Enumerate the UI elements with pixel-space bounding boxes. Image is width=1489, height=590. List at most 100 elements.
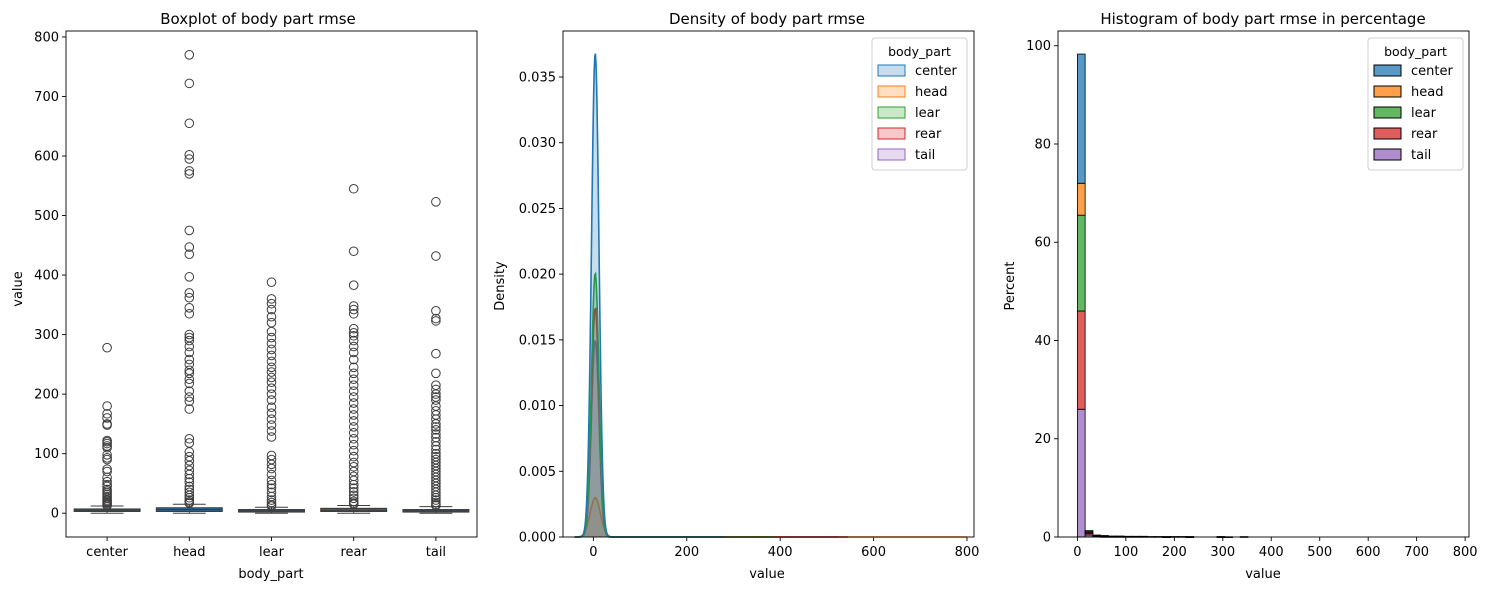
boxplot-flier (266, 408, 277, 418)
density-ytick-label: 0.025 (519, 202, 556, 217)
density-legend-box (871, 37, 968, 171)
density-panel: Density of body part rmse value Density … (493, 10, 979, 582)
boxplot-flier (184, 490, 195, 501)
boxplot-flier (266, 479, 277, 490)
boxplot-flier (431, 419, 441, 429)
density-title: Density of body part rmse (669, 10, 865, 28)
boxplot-flier (348, 368, 359, 379)
boxplot-flier (266, 344, 277, 355)
boxplot-flier (102, 420, 112, 430)
density-fill-head (574, 497, 967, 537)
histogram-legend-swatch-rear (1373, 127, 1402, 140)
histogram-ylabel: Percent (1003, 262, 1018, 311)
boxplot-ytick-label: 400 (34, 269, 59, 284)
histogram-ytick-label: 100 (1026, 39, 1051, 54)
boxplot-flier (184, 50, 195, 60)
boxplot-flier (184, 374, 195, 385)
boxplot-flier (184, 354, 195, 365)
boxplot-xtick-label: center (86, 545, 128, 560)
histogram-xtick-label: 400 (1259, 545, 1284, 560)
histogram-legend-label-lear: lear (1411, 106, 1437, 121)
density-ytick-label: 0.015 (519, 333, 556, 348)
boxplot-flier (348, 301, 359, 311)
boxplot-flier (348, 362, 359, 373)
histogram-bar-center (1084, 530, 1094, 532)
boxplot-flier (266, 487, 277, 498)
histogram-legend-label-tail: tail (1411, 148, 1431, 163)
histogram-legend-label-center: center (1411, 64, 1453, 79)
boxplot-flier (266, 426, 277, 436)
boxplot-flier (266, 326, 277, 337)
boxplot-flier (266, 463, 277, 474)
boxplot-flier (184, 242, 195, 252)
density-ytick-label: 0.005 (519, 465, 556, 480)
boxplot-flier (348, 374, 359, 385)
boxplot-box-center (73, 342, 141, 514)
density-ytick-label: 0.010 (519, 399, 556, 414)
boxplot-ytick-label: 800 (34, 30, 59, 45)
boxplot-flier (102, 454, 112, 465)
boxplot-flier (266, 294, 277, 304)
boxplot-flier (348, 380, 359, 391)
boxplot-flier (348, 308, 359, 319)
boxplot-flier (184, 386, 195, 396)
boxplot-flier (184, 477, 195, 488)
boxplot-frame (65, 30, 478, 538)
boxplot-ytick-label: 100 (34, 447, 59, 462)
boxplot-flier (266, 402, 277, 413)
histogram-panel: Histogram of body part rmse in percentag… (1003, 10, 1478, 582)
boxplot-flier (431, 368, 441, 379)
boxplot-flier (266, 332, 277, 343)
boxplot-flier (266, 317, 277, 328)
density-legend-swatch-center (877, 64, 906, 77)
density-legend-swatch-tail (877, 148, 906, 161)
boxplot-flier (348, 347, 359, 358)
density-ytick-label: 0.020 (519, 268, 556, 283)
histogram-ytick-label: 0 (1043, 531, 1051, 546)
boxplot-flier (348, 428, 359, 438)
boxplot-flier (348, 493, 359, 504)
boxplot-flier (266, 338, 277, 349)
density-legend-label-tail: tail (915, 148, 935, 163)
boxplot-flier (184, 456, 195, 466)
density-legend-title: body_part (888, 44, 951, 59)
boxplot-flier (102, 450, 112, 460)
boxplot-ytick-label: 700 (34, 90, 59, 105)
density-xtick-label: 400 (768, 545, 793, 560)
boxplot-flier (266, 377, 277, 388)
boxplot-xtick-label: head (173, 545, 205, 560)
boxplot-flier (348, 354, 359, 365)
density-ytick-label: 0.035 (519, 71, 556, 86)
boxplot-flier (184, 272, 195, 282)
boxplot-flier (184, 329, 195, 340)
boxplot-flier (184, 335, 195, 346)
boxplot-box-head (155, 50, 223, 514)
boxplot-flier (266, 383, 277, 393)
boxplot-flier (348, 475, 359, 486)
boxplot-flier (348, 183, 359, 194)
boxplot-flier (431, 444, 441, 455)
boxplot-ytick-label: 600 (34, 150, 59, 165)
boxplot-flier (184, 492, 195, 503)
boxplot-flier (266, 497, 277, 508)
boxplot-flier (102, 342, 112, 353)
boxplot-flier (184, 292, 195, 303)
boxplot-flier (348, 392, 359, 402)
histogram-xtick-label: 0 (1073, 545, 1081, 560)
density-legend-label-rear: rear (915, 127, 942, 142)
boxplot-flier (431, 492, 441, 503)
boxplot-box-rear (320, 183, 388, 514)
boxplot-xlabel: body_part (238, 567, 303, 582)
boxplot-flier (266, 395, 277, 405)
boxplot-flier (348, 304, 359, 315)
histogram-bar-rear (1076, 310, 1086, 410)
boxplot-flier (348, 416, 359, 426)
histogram-bar-center (1076, 53, 1086, 184)
boxplot-flier (102, 408, 112, 419)
histogram-xtick-label: 300 (1210, 545, 1235, 560)
boxplot-flier (348, 335, 359, 346)
boxplot-flier (184, 433, 195, 444)
boxplot-flier (431, 348, 441, 359)
boxplot-flier (266, 311, 277, 322)
